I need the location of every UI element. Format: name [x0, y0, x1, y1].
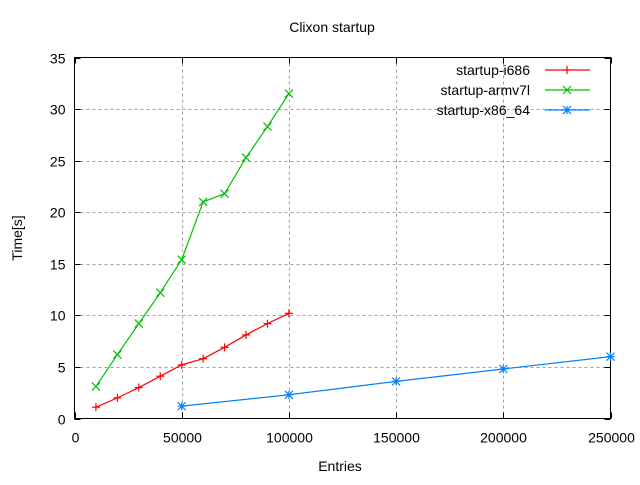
x-axis-label: Entries: [318, 458, 362, 474]
marker-star: [284, 390, 294, 400]
x-tick-label: 200000: [480, 430, 527, 446]
x-tick-label: 50000: [163, 430, 202, 446]
marker-cross: [91, 382, 101, 391]
axis-ticks: 0 50000 100000 150000 200000 250000 0 5 10 15 20 25…: [50, 51, 635, 446]
series-startup-x86_64: [177, 352, 615, 411]
x-tick-label: 250000: [588, 430, 635, 446]
y-tick-label: 5: [58, 360, 66, 376]
marker-cross: [241, 153, 251, 162]
series-line: [95, 312, 290, 408]
legend-label: startup-armv7l: [441, 82, 530, 98]
y-tick-label: 35: [50, 51, 66, 67]
plot-border: [74, 57, 611, 419]
y-tick-label: 20: [50, 205, 66, 221]
series-line: [95, 93, 290, 387]
y-tick-label: 10: [50, 308, 66, 324]
legend-label: startup-x86_64: [437, 102, 531, 118]
legend-item: startup-x86_64: [437, 102, 590, 118]
marker-cross: [134, 319, 144, 329]
marker-star: [606, 352, 615, 362]
marker-cross: [112, 350, 122, 359]
marker-star: [177, 401, 187, 411]
y-tick-label: 30: [50, 102, 66, 118]
y-tick-label: 0: [58, 412, 66, 428]
y-tick-label: 25: [50, 154, 66, 170]
marker-cross: [562, 85, 572, 95]
marker-cross: [284, 89, 294, 99]
x-tick-label: 0: [72, 430, 80, 446]
series-group: [91, 89, 615, 412]
grid: [74, 57, 611, 419]
marker-star: [391, 376, 401, 386]
marker-cross: [220, 189, 230, 199]
series-startup-armv7l: [91, 89, 294, 391]
marker-cross: [263, 122, 272, 132]
legend: startup-i686 startup-armv7l startup-x86_64: [437, 62, 590, 118]
marker-cross: [155, 288, 165, 298]
legend-item: startup-i686: [456, 62, 590, 78]
series-startup-i686: [91, 309, 293, 412]
marker-cross: [198, 197, 208, 207]
chart-title: Clixon startup: [289, 19, 375, 35]
marker-cross: [177, 255, 187, 265]
y-tick-label: 15: [50, 257, 66, 273]
marker-star: [498, 364, 508, 374]
marker-star: [562, 105, 572, 115]
legend-item: startup-armv7l: [441, 82, 590, 98]
y-axis-label: Time[s]: [9, 215, 25, 260]
x-tick-label: 150000: [373, 430, 420, 446]
legend-label: startup-i686: [456, 62, 530, 78]
x-tick-label: 100000: [266, 430, 313, 446]
